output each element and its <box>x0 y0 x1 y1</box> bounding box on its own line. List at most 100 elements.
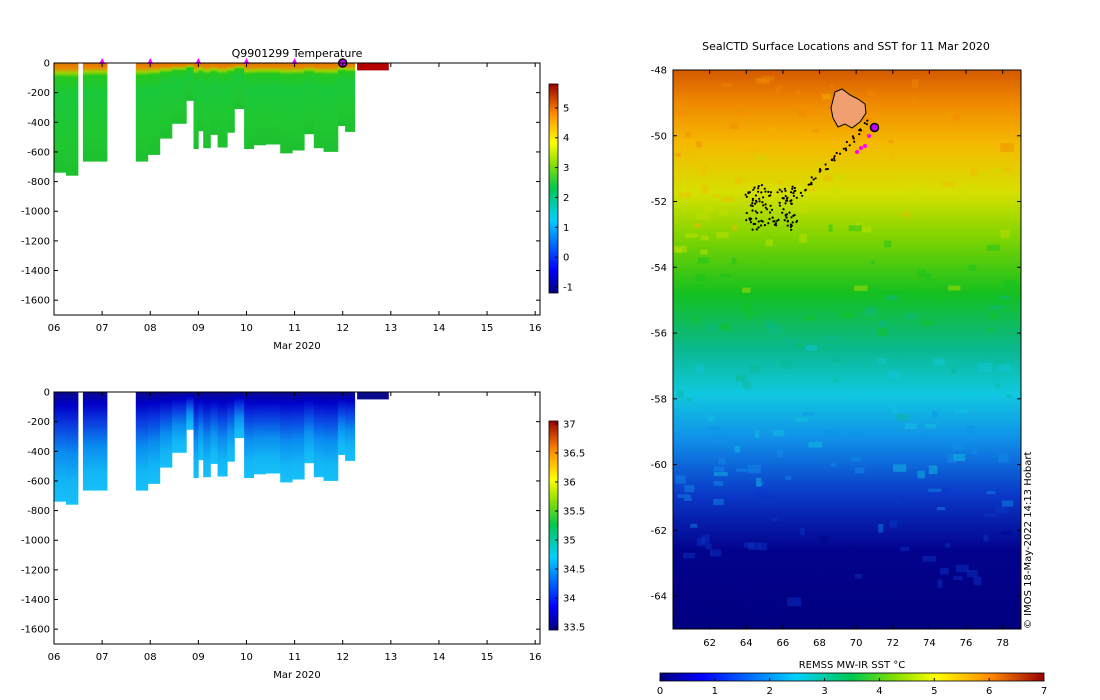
sst-patch <box>905 423 918 430</box>
track-point <box>774 222 778 225</box>
sst-patch <box>890 153 895 159</box>
sst-patch <box>953 113 960 121</box>
y-tick-label: -800 <box>27 177 50 188</box>
track-point <box>763 187 766 190</box>
track-point <box>780 190 783 193</box>
sst-patch <box>770 555 781 560</box>
sst-patch <box>721 196 734 203</box>
sst-patch <box>877 327 888 336</box>
sst-patch <box>783 339 793 346</box>
track-point <box>748 217 752 220</box>
sst-patch <box>893 351 905 357</box>
sst-patch <box>709 549 722 557</box>
sst-patch <box>713 481 723 486</box>
sst-patch <box>995 167 1003 173</box>
sst-patch <box>933 586 941 590</box>
sst-patch <box>739 109 744 114</box>
track-point <box>767 222 770 225</box>
sst-patch <box>762 605 772 615</box>
sst-patch <box>824 335 837 340</box>
temperature-colorbar <box>548 83 559 294</box>
sst-patch <box>696 213 710 220</box>
track-point <box>858 133 861 136</box>
track-point <box>767 190 770 193</box>
track-point <box>778 188 781 191</box>
track-point <box>778 201 781 204</box>
sst-patch <box>959 188 964 196</box>
colorbar-tick-label: 0 <box>563 253 569 264</box>
x-tick-label: 16 <box>529 323 542 334</box>
track-point <box>804 188 807 191</box>
sst-patch <box>768 325 782 335</box>
y-tick-label: -1400 <box>21 595 50 606</box>
profile-column <box>234 63 245 109</box>
sst-patch <box>885 295 898 301</box>
y-tick-label: -62 <box>651 526 667 537</box>
temperature-panel: Q9901299 Temperature 0 -200 -400 -600 -800 -1… <box>21 47 573 352</box>
y-tick-label: -48 <box>651 66 667 77</box>
track-point <box>759 224 763 227</box>
sst-patch <box>954 409 969 413</box>
sst-patch <box>822 93 831 100</box>
track-point <box>754 194 758 197</box>
y-tick-label: -400 <box>27 118 50 129</box>
track-point <box>772 220 775 223</box>
sst-patch <box>756 481 764 486</box>
profile-column <box>203 392 211 478</box>
y-tick-label: -56 <box>651 329 667 340</box>
track-point <box>745 219 748 222</box>
sst-patch <box>990 312 998 320</box>
track-point <box>749 204 753 207</box>
sst-patch <box>948 285 961 291</box>
track-point <box>784 189 787 192</box>
track-point <box>784 202 787 205</box>
profile-column <box>227 392 235 462</box>
sst-patch <box>984 348 993 356</box>
track-point <box>755 217 758 220</box>
sst-patch <box>911 95 919 102</box>
sst-patch <box>943 609 951 615</box>
island-outline <box>830 88 867 129</box>
colorbar-tick-label: 34.5 <box>563 565 585 576</box>
sst-patch <box>987 244 1000 251</box>
profile-column <box>217 392 228 477</box>
sst-patch <box>893 464 907 472</box>
colorbar-tick-label: 1 <box>563 223 569 234</box>
sst-patch <box>701 534 710 544</box>
x-tick-label: 14 <box>433 323 446 334</box>
track-point <box>810 176 813 179</box>
sst-patch <box>917 470 925 479</box>
sst-patch <box>739 175 746 182</box>
sst-patch <box>772 430 785 437</box>
sst-patch <box>1000 143 1014 152</box>
sst-patch <box>695 364 704 374</box>
track-point <box>757 190 760 193</box>
sst-patch <box>923 607 931 616</box>
sst-patch <box>986 491 996 495</box>
map-axes-frame <box>672 69 1022 630</box>
x-tick-label: 78 <box>996 638 1009 649</box>
sst-patch <box>922 556 936 562</box>
sst-patch <box>848 545 856 553</box>
track-point <box>845 140 849 144</box>
profile-column <box>323 392 339 481</box>
sst-patch <box>880 317 886 322</box>
sst-colorbar <box>659 672 1045 682</box>
sst-patch <box>829 187 840 194</box>
sst-patch <box>766 320 776 328</box>
track-point <box>791 187 794 190</box>
track-point <box>749 221 753 224</box>
track-point <box>865 123 869 126</box>
track-point <box>793 186 796 190</box>
y-tick-label: -1200 <box>21 565 50 576</box>
profile-column <box>292 392 305 480</box>
track-point <box>807 183 810 186</box>
sst-patch <box>857 121 868 131</box>
sst-patch <box>785 557 794 562</box>
sst-patch <box>747 146 758 152</box>
colorbar-tick-label: 33.5 <box>563 623 585 634</box>
seal-track <box>744 88 880 231</box>
track-point <box>824 168 828 171</box>
temperature-x-axis: 06 07 08 09 10 11 12 13 14 15 16 <box>48 63 542 334</box>
sst-patch <box>695 141 703 148</box>
